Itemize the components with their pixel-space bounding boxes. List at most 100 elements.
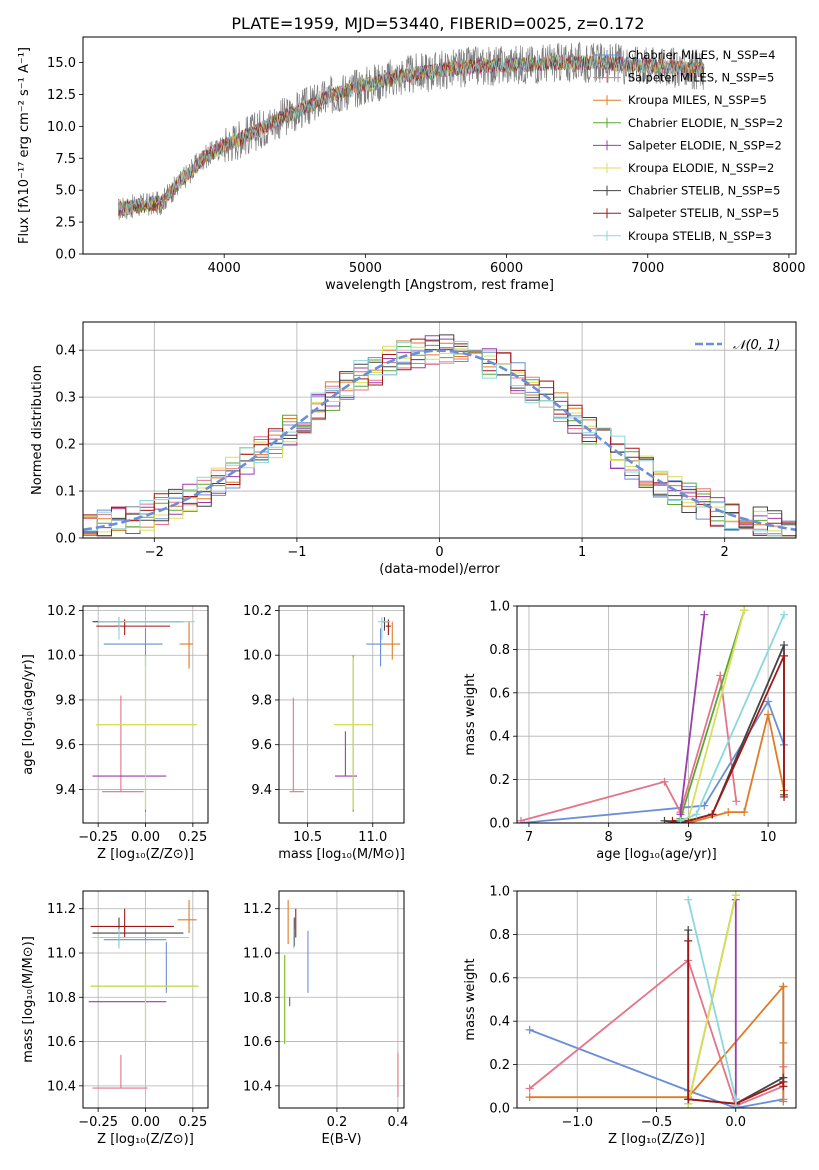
weight-marker — [740, 606, 749, 615]
weight-marker — [732, 797, 741, 806]
x-tick-label: −1 — [287, 545, 306, 560]
y-tick-label: 9.4 — [55, 783, 76, 798]
weight-marker — [692, 810, 701, 819]
plot-area-age-vs-mass — [289, 617, 401, 812]
y-tick-label: 10.6 — [47, 1035, 76, 1050]
y-tick-label: 10.8 — [243, 991, 272, 1006]
weight-marker — [779, 1082, 788, 1091]
y-tick-label: 0.2 — [55, 438, 76, 453]
y-tick-label: 9.8 — [55, 693, 76, 708]
normal-curve — [83, 349, 796, 532]
weight-marker — [525, 1093, 534, 1102]
x-axis-label: wavelength [Angstrom, rest frame] — [325, 278, 554, 293]
weight-marker — [676, 816, 685, 823]
legend-entry: Chabrier MILES, N_SSP=4 — [628, 48, 775, 62]
weight-line — [687, 610, 746, 819]
panel-weight-vs-Z: −1.0 −0.5 0.0 0.0 0.2 0.4 0.6 0.8 1.0 Z [log₁₀(Z/… — [463, 885, 797, 1147]
x-tick-label: 11.0 — [358, 830, 387, 845]
y-axis-label: mass [log₁₀(M/M⊙)] — [21, 936, 36, 1063]
y-tick-label: 0.0 — [55, 248, 76, 263]
axes-frame — [82, 36, 797, 255]
y-tick-label: 0.6 — [489, 686, 510, 701]
y-axis-label: mass weight — [463, 958, 478, 1040]
axes-frame — [278, 605, 405, 824]
y-tick-label: 11.2 — [47, 902, 76, 917]
x-axis-label: Z [log₁₀(Z/Z⊙)] — [608, 1132, 705, 1147]
y-tick-label: 0.4 — [55, 344, 76, 359]
weight-line — [679, 610, 746, 819]
x-tick-label: 0.4 — [388, 1115, 409, 1130]
y-tick-label: 0.6 — [489, 971, 510, 986]
errorbar-point-kroupa-elodie — [90, 955, 199, 1042]
x-tick-label: 0.25 — [178, 830, 207, 845]
panel-mass-vs-Z: −0.25 0.00 0.25 10.4 10.6 10.8 11.0 11.2 Z [log₁… — [21, 890, 209, 1147]
y-tick-label: 11.0 — [47, 947, 76, 962]
histogram-kroupa-elodie — [83, 345, 796, 537]
x-tick-label: 2 — [721, 545, 729, 560]
y-tick-label: 10.6 — [243, 1035, 272, 1050]
plot-area-age-vs-Z — [92, 617, 197, 812]
x-axis-label: Z [log₁₀(Z/Z⊙)] — [97, 847, 194, 862]
histogram-salpeter-stelib — [83, 338, 796, 537]
panel-residuals: −2 −1 0 1 2 0.0 0.1 0.2 0.3 0.4 (data-model)/error… — [30, 321, 797, 577]
legend-entry: Chabrier STELIB, N_SSP=5 — [628, 184, 780, 198]
x-tick-label: −0.25 — [78, 830, 118, 845]
weight-marker — [684, 936, 693, 945]
weight-marker — [780, 610, 789, 619]
x-tick-label: 7000 — [631, 261, 664, 276]
x-tick-label: 6000 — [490, 261, 523, 276]
x-tick-label: 9 — [684, 830, 692, 845]
y-tick-label: 9.6 — [251, 738, 272, 753]
weight-marker — [668, 816, 677, 823]
y-tick-label: 11.2 — [243, 902, 272, 917]
y-axis-label: Normed distribution — [30, 365, 45, 495]
y-tick-label: 15.0 — [47, 56, 76, 71]
weight-marker — [779, 982, 788, 991]
plot-area-mass-vs-Z — [88, 899, 199, 1089]
weight-line — [679, 614, 706, 815]
x-tick-label: 1 — [578, 545, 586, 560]
legend-entry: Salpeter MILES, N_SSP=5 — [628, 71, 774, 85]
y-axis-label: age [log₁₀(age/yr)] — [21, 654, 36, 775]
y-tick-label: 0.8 — [489, 928, 510, 943]
weight-marker — [525, 1084, 534, 1093]
x-axis-label: age [log₁₀(age/yr)] — [596, 847, 717, 862]
x-tick-label: 10 — [760, 830, 777, 845]
legend-entry: 𝒩(0, 1) — [733, 338, 780, 353]
plot-area-weight-vs-Z — [525, 891, 788, 1108]
y-tick-label: 1.0 — [489, 600, 510, 615]
x-tick-label: 0 — [435, 545, 443, 560]
x-tick-label: 8000 — [772, 261, 805, 276]
weight-marker — [700, 801, 709, 810]
errorbar-point-kroupa-elodie — [96, 655, 197, 810]
y-tick-label: 12.5 — [47, 88, 76, 103]
y-tick-label: 10.0 — [243, 649, 272, 664]
axes-frame — [516, 890, 797, 1109]
errorbar-point-kroupa-miles — [177, 899, 197, 934]
panel-weight-vs-age: 7 8 9 10 0.0 0.2 0.4 0.6 0.8 1.0 age [log₁₀(age/yr… — [463, 600, 797, 862]
panel-age-vs-Z: −0.25 0.00 0.25 9.4 9.6 9.8 10.0 10.2 Z [log₁₀(Z… — [21, 604, 209, 862]
x-tick-label: 0.25 — [178, 1115, 207, 1130]
histogram-kroupa-stelib — [83, 340, 796, 537]
axes-frame — [82, 321, 797, 539]
axes-frame — [278, 890, 405, 1109]
model-spectrum-salpeter-stelib — [118, 54, 704, 217]
weight-marker — [780, 651, 789, 660]
panel-age-vs-mass: 10.5 11.0 9.4 9.6 9.8 10.0 10.2 mass [log₁₀(M/M… — [243, 604, 405, 862]
x-tick-label: 10.5 — [293, 830, 322, 845]
y-tick-label: 9.8 — [251, 693, 272, 708]
x-tick-label: 0.00 — [131, 1115, 160, 1130]
panel-mass-vs-EBV: 0.2 0.4 10.4 10.6 10.8 11.0 11.2 E(B-V) — [243, 890, 409, 1147]
y-tick-label: 11.0 — [243, 947, 272, 962]
x-tick-label: 0.2 — [327, 1115, 348, 1130]
plot-area-spectrum — [117, 42, 705, 220]
legend-spectrum: Chabrier MILES, N_SSP=4 Salpeter MILES, N… — [593, 48, 783, 243]
model-spectrum-kroupa-stelib — [118, 54, 704, 216]
x-axis-label: (data-model)/error — [379, 562, 500, 577]
x-tick-label: 0.0 — [725, 1115, 746, 1130]
figure-title: PLATE=1959, MJD=53440, FIBERID=0025, z=0… — [231, 14, 644, 33]
weight-marker — [779, 1097, 788, 1106]
y-tick-label: 7.5 — [55, 152, 76, 167]
axes-frame — [82, 605, 209, 824]
